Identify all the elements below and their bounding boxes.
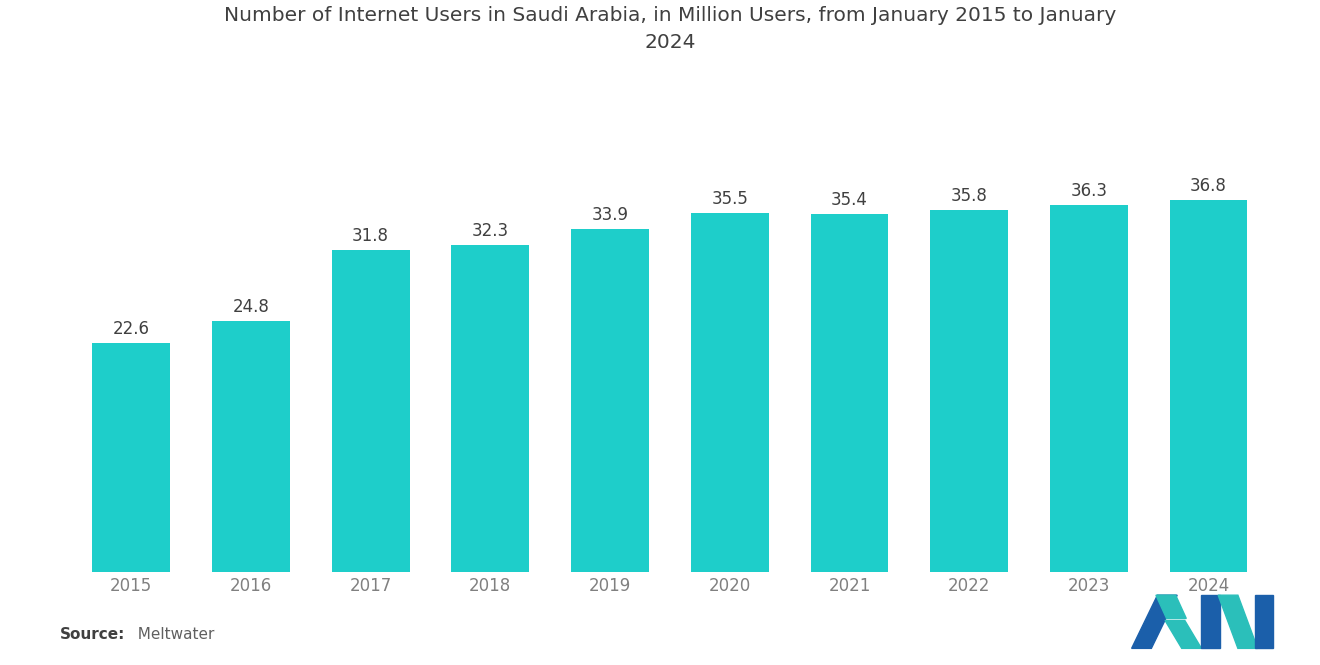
Text: 24.8: 24.8 (232, 298, 269, 316)
Bar (572, 229, 649, 572)
Bar (331, 250, 409, 572)
Bar (931, 210, 1008, 572)
Bar (213, 321, 290, 572)
Polygon shape (1131, 595, 1177, 648)
Polygon shape (1201, 595, 1220, 648)
Bar (690, 213, 768, 572)
Text: 35.4: 35.4 (832, 191, 867, 209)
Text: 35.5: 35.5 (711, 190, 748, 207)
Polygon shape (1218, 595, 1258, 648)
Text: 36.8: 36.8 (1191, 177, 1228, 195)
Bar (1049, 205, 1127, 572)
Polygon shape (1254, 595, 1272, 648)
Text: 36.3: 36.3 (1071, 182, 1107, 200)
Bar (92, 343, 170, 572)
Polygon shape (1166, 620, 1201, 648)
Text: 32.3: 32.3 (471, 222, 510, 240)
Text: 31.8: 31.8 (352, 227, 389, 245)
Text: 35.8: 35.8 (950, 187, 987, 205)
Title: Number of Internet Users in Saudi Arabia, in Million Users, from January 2015 to: Number of Internet Users in Saudi Arabia… (224, 6, 1115, 52)
Bar (451, 245, 529, 572)
Bar (1170, 200, 1247, 572)
Text: 33.9: 33.9 (591, 206, 628, 224)
Polygon shape (1156, 595, 1187, 618)
Text: Meltwater: Meltwater (128, 626, 214, 642)
Text: 22.6: 22.6 (112, 321, 149, 338)
Text: Source:: Source: (59, 626, 125, 642)
Bar (810, 214, 888, 572)
